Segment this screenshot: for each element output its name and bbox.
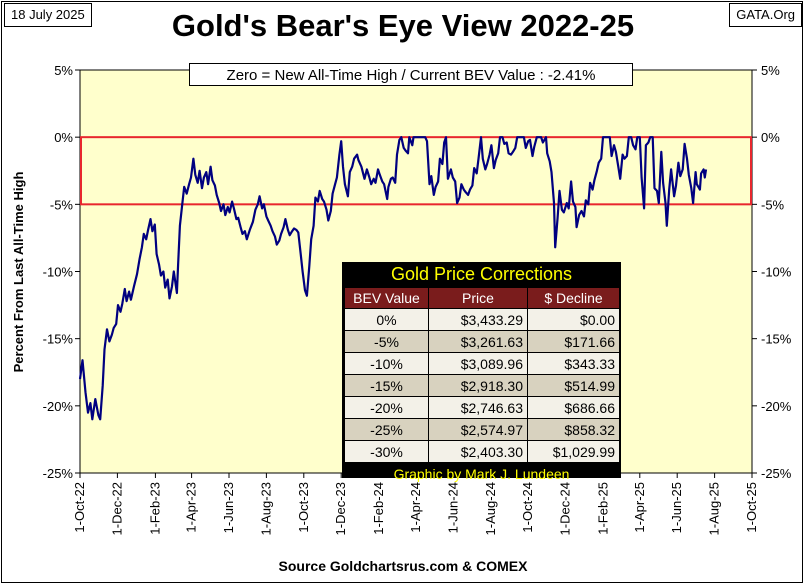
y-tick-label-right: 0% — [761, 130, 780, 145]
y-tick-label: 5% — [54, 63, 73, 78]
x-tick-label: 1-Feb-25 — [596, 482, 611, 535]
x-tick-label: 1-Dec-23 — [333, 482, 348, 535]
table-title: Gold Price Corrections — [390, 264, 573, 284]
x-tick-label: 1-Apr-23 — [184, 482, 199, 533]
table-cell: -10% — [344, 352, 429, 375]
table-cell: $858.32 — [527, 418, 620, 441]
table-cell: $3,433.29 — [428, 308, 528, 331]
table-row: -30% $2,403.30 $1,029.99 — [344, 440, 620, 463]
x-tick-label: 1-Aug-23 — [258, 482, 273, 535]
y-tick-label-right: -20% — [761, 399, 792, 414]
y-tick-label: -20% — [43, 399, 74, 414]
series-line — [78, 136, 708, 421]
table-row: -20% $2,746.63 $686.66 — [344, 396, 620, 419]
y-tick-label-right: -25% — [761, 466, 792, 481]
y-tick-label-right: -10% — [761, 265, 792, 280]
table-header-row: BEV Value Price $ Decline — [344, 287, 620, 309]
x-tick-label: 1-Aug-25 — [707, 482, 722, 535]
annotation-box: Zero = New All-Time High / Current BEV V… — [189, 63, 633, 86]
y-tick-label: -15% — [43, 332, 74, 347]
table-cell: $2,403.30 — [428, 440, 528, 463]
x-tick-label: 1-Aug-24 — [483, 482, 498, 535]
table-cell: $2,918.30 — [428, 374, 528, 397]
x-tick-label: 1-Dec-24 — [558, 482, 573, 535]
annotation-text: Zero = New All-Time High / Current BEV V… — [226, 67, 596, 84]
table-header-cell: Price — [428, 287, 528, 309]
chart-title: Gold's Bear's Eye View 2022-25 — [171, 8, 635, 43]
x-tick-label: 1-Apr-24 — [408, 482, 423, 533]
x-tick-label: 1-Oct-24 — [520, 482, 535, 533]
y-tick-label: -25% — [43, 466, 74, 481]
table-cell: $1,029.99 — [527, 440, 620, 463]
x-tick-label: 1-Dec-22 — [109, 482, 124, 535]
table-cell: $3,089.96 — [428, 352, 528, 375]
table-cell: $686.66 — [527, 396, 620, 419]
x-tick-label: 1-Oct-23 — [296, 482, 311, 533]
corrections-table: BEV Value Price $ Decline 0% $3,433.29 $0.… — [344, 287, 620, 463]
table-cell: $343.33 — [527, 352, 620, 375]
source-note: Source Goldchartsrus.com & COMEX — [278, 558, 528, 574]
table-row: 0% $3,433.29 $0.00 — [344, 308, 620, 331]
corrections-table-panel: Gold Price Corrections BEV Value Price $… — [342, 262, 621, 482]
x-tick-label: 1-Oct-25 — [744, 482, 759, 533]
site-label: GATA.Org — [729, 3, 802, 27]
table-header-cell: $ Decline — [527, 287, 620, 309]
table-cell: -15% — [344, 374, 429, 397]
y-tick-label-right: -5% — [761, 197, 785, 212]
x-tick-label: 1-Feb-24 — [371, 482, 386, 535]
x-tick-label: 1-Jun-23 — [221, 482, 236, 533]
table-row: -5% $3,261.63 $171.66 — [344, 330, 620, 353]
y-tick-label: -10% — [43, 265, 74, 280]
x-tick-label: 1-Oct-22 — [72, 482, 87, 533]
table-row: -10% $3,089.96 $343.33 — [344, 352, 620, 375]
x-tick-label: 1-Jun-25 — [669, 482, 684, 533]
y-tick-label: 0% — [54, 130, 73, 145]
table-row: -25% $2,574.97 $858.32 — [344, 418, 620, 441]
y-tick-label: -5% — [50, 197, 74, 212]
table-cell: $2,574.97 — [428, 418, 528, 441]
table-credit: Graphic by Mark J. Lundeen — [393, 466, 570, 482]
y-tick-label-right: 5% — [761, 63, 780, 78]
x-tick-label: 1-Feb-23 — [147, 482, 162, 535]
table-cell: -20% — [344, 396, 429, 419]
table-cell: $3,261.63 — [428, 330, 528, 353]
table-cell: -5% — [344, 330, 429, 353]
table-row: -15% $2,918.30 $514.99 — [344, 374, 620, 397]
x-tick-label: 1-Apr-25 — [632, 482, 647, 533]
table-cell: $171.66 — [527, 330, 620, 353]
table-header-cell: BEV Value — [344, 287, 429, 309]
y-tick-label-right: -15% — [761, 332, 792, 347]
x-tick-label: 1-Jun-24 — [445, 482, 460, 533]
table-cell: -25% — [344, 418, 429, 441]
table-cell: -30% — [344, 440, 429, 463]
table-cell: $2,746.63 — [428, 396, 528, 419]
table-cell: $0.00 — [527, 308, 620, 331]
date-label: 18 July 2025 — [4, 3, 92, 27]
axis-ticks: 5% 5%0% 0%-5% -5%-10% -10%-15% -15%-20% -20%-2… — [43, 63, 792, 535]
table-cell: $514.99 — [527, 374, 620, 397]
y-axis-label: Percent From Last All-Time High — [11, 172, 26, 373]
table-cell: 0% — [344, 308, 429, 331]
